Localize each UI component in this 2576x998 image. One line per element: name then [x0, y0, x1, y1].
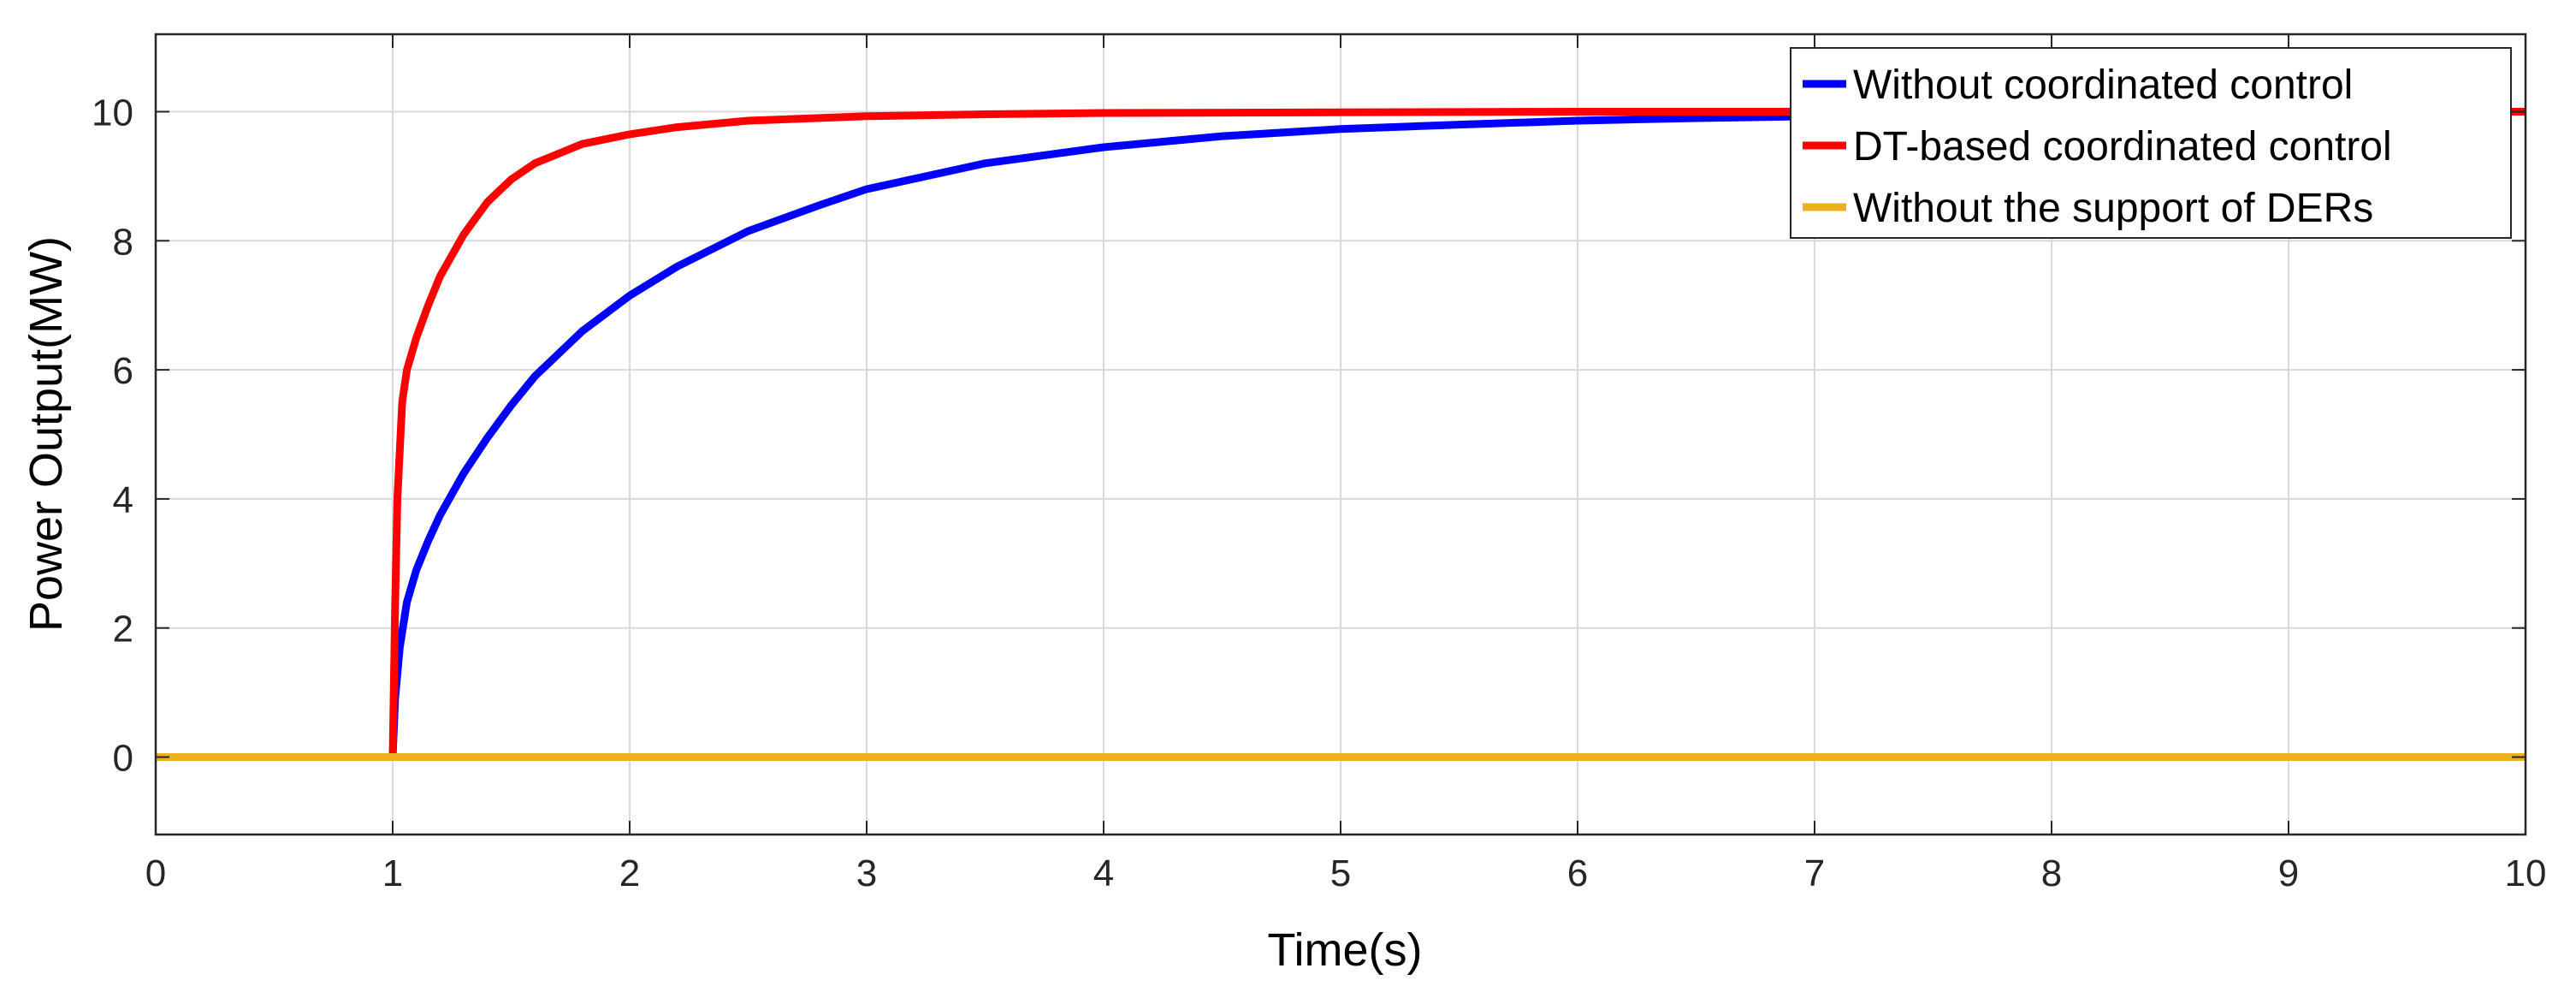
x-tick-label-5: 5	[1330, 852, 1351, 894]
x-tick-label-1: 1	[382, 852, 403, 894]
x-tick-label-9: 9	[2278, 852, 2299, 894]
legend: Without coordinated control DT-based coo…	[1790, 47, 2512, 239]
x-axis-ticks: 0 1 2 3 4 5 6 7 8 9 10	[145, 34, 2547, 894]
y-tick-label-2: 2	[113, 609, 133, 650]
y-tick-label-10: 10	[92, 92, 133, 134]
x-tick-label-10: 10	[2505, 852, 2547, 894]
x-tick-label-4: 4	[1093, 852, 1114, 894]
y-axis-ticks: 0 2 4 6 8 10	[92, 92, 2526, 780]
x-tick-label-6: 6	[1567, 852, 1588, 894]
legend-label-dt-based-coordinated-control: DT-based coordinated control	[1853, 124, 2392, 169]
legend-box	[1790, 47, 2512, 239]
y-tick-label-6: 6	[113, 350, 133, 392]
legend-label-without-ders-support: Without the support of DERs	[1853, 186, 2373, 231]
series-line-dt-based-coordinated-control	[156, 108, 2526, 761]
y-tick-label-8: 8	[113, 221, 133, 263]
legend-label-without-coordinated-control: Without coordinated control	[1853, 62, 2353, 108]
y-tick-label-4: 4	[113, 479, 133, 521]
x-tick-label-7: 7	[1804, 852, 1825, 894]
y-tick-label-0: 0	[113, 738, 133, 780]
x-tick-label-8: 8	[2041, 852, 2062, 894]
x-tick-label-2: 2	[619, 852, 640, 894]
x-tick-label-0: 0	[145, 852, 166, 894]
x-tick-label-3: 3	[856, 852, 877, 894]
x-axis-label: Time(s)	[1268, 924, 1423, 976]
y-axis-label: Power Output(MW)	[21, 236, 72, 632]
